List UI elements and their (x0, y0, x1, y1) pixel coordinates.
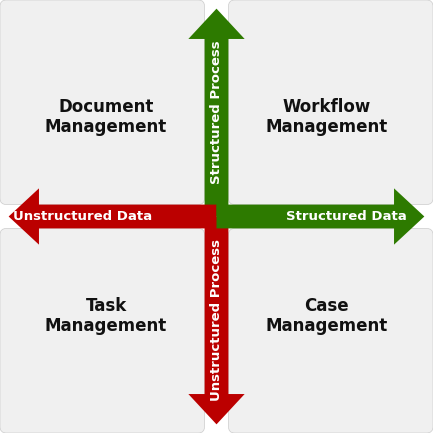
Text: Workflow
Management: Workflow Management (266, 97, 388, 136)
FancyArrow shape (216, 188, 424, 245)
Text: Document
Management: Document Management (45, 97, 167, 136)
FancyArrow shape (188, 216, 245, 424)
Text: Unstructured Data: Unstructured Data (13, 210, 152, 223)
FancyBboxPatch shape (229, 229, 433, 433)
FancyArrow shape (9, 188, 216, 245)
Text: Case
Management: Case Management (266, 297, 388, 336)
FancyBboxPatch shape (0, 229, 204, 433)
FancyBboxPatch shape (0, 0, 204, 205)
Text: Structured Data: Structured Data (286, 210, 407, 223)
FancyArrow shape (188, 9, 245, 216)
Text: Task
Management: Task Management (45, 297, 167, 336)
FancyBboxPatch shape (229, 0, 433, 205)
Text: Unstructured Process: Unstructured Process (210, 239, 223, 401)
Text: Structured Process: Structured Process (210, 41, 223, 184)
